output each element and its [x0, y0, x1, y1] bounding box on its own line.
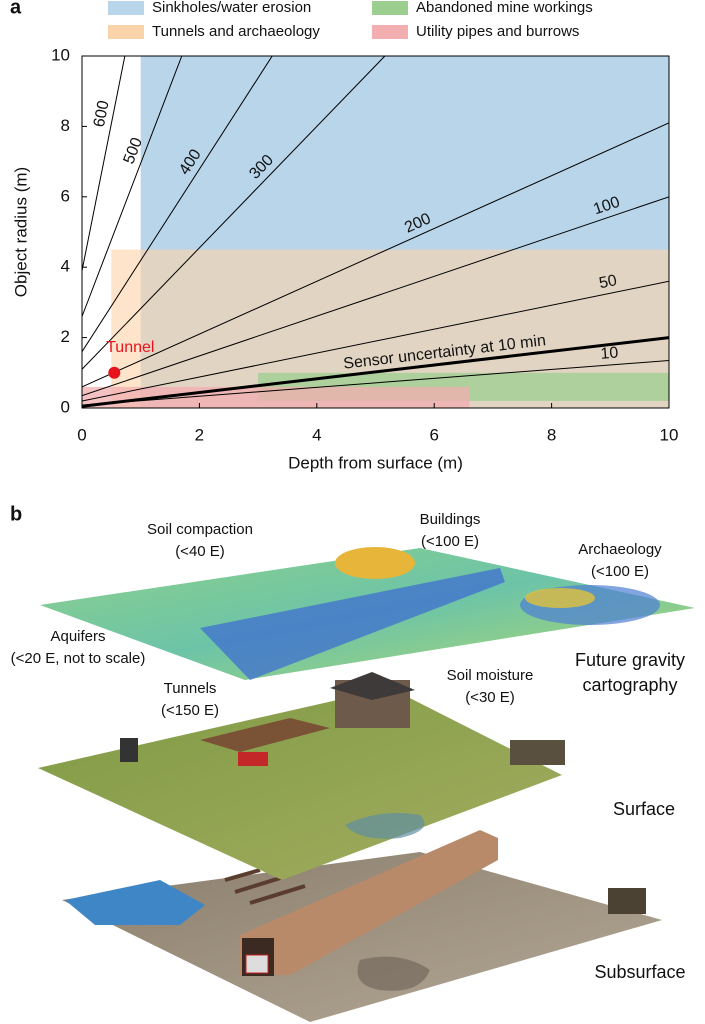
illustration-label: Soil compaction: [147, 521, 253, 538]
panel-b: b Soil compaction (<40 E) Buildings (<100 E…: [10, 503, 695, 1022]
legend-label: Utility pipes and burrows: [416, 23, 579, 40]
illustration-label: (<100 E): [591, 563, 649, 580]
illustration-label: Surface: [613, 799, 675, 819]
plot-frame: [81, 55, 670, 409]
contour-line: [82, 122, 669, 388]
y-tick-label: 10: [51, 45, 70, 64]
contour-line: [82, 280, 669, 402]
illustration-label: Tunnels: [164, 680, 217, 697]
contour-line: [82, 56, 273, 352]
x-tick-label: 8: [547, 425, 556, 444]
surface-layer: [38, 688, 562, 880]
legend-swatch: [372, 1, 408, 15]
line-label: 50: [598, 272, 619, 292]
legend-swatch: [108, 1, 144, 15]
x-tick-label: 2: [195, 425, 204, 444]
subsurface-layer: [62, 852, 662, 1022]
plot-area: [82, 56, 669, 408]
annotation-point: [108, 366, 121, 379]
field: [200, 718, 330, 752]
illustration-label: (<30 E): [465, 689, 515, 706]
illustration-label: (<100 E): [421, 533, 479, 550]
y-tick-label: 0: [61, 397, 70, 416]
well: [120, 738, 138, 762]
illustration-label: Subsurface: [594, 962, 685, 982]
illustration-label: Future gravity: [575, 650, 685, 670]
contour-line: [82, 336, 669, 408]
legend-swatch: [372, 25, 408, 39]
archaeology-anomaly: [525, 588, 595, 608]
illustration-label: Archaeology: [578, 541, 662, 558]
x-tick-label: 4: [312, 425, 321, 444]
legend-label: Tunnels and archaeology: [152, 23, 320, 40]
contour-line: [82, 359, 669, 406]
line-label: 600: [91, 99, 113, 129]
contour-line: [82, 56, 183, 317]
y-tick-label: 6: [61, 186, 70, 205]
contour-line: [82, 56, 126, 271]
legend-swatch: [108, 25, 144, 39]
illustration-label: (<150 E): [161, 702, 219, 719]
moisture-patch: [357, 956, 430, 991]
contour-line: [82, 56, 386, 370]
panel-label: a: [10, 0, 22, 18]
illustration-label: Soil moisture: [447, 667, 534, 684]
y-axis-label: Object radius (m): [11, 167, 30, 297]
x-axis-label: Depth from surface (m): [288, 453, 463, 472]
tunnel-anomaly: [200, 568, 505, 680]
illustration-label: Aquifers: [50, 628, 105, 645]
panel-label: b: [10, 503, 22, 525]
illustration-label: cartography: [582, 675, 677, 695]
panel-a: a Sinkholes/water erosion Tunnels and arc…: [10, 0, 678, 472]
line-label: 10: [600, 345, 619, 363]
annotation-label: Tunnel: [106, 339, 154, 356]
train: [245, 954, 269, 974]
aquifer: [65, 880, 205, 925]
y-tick-label: 8: [61, 116, 70, 135]
illustration-label: (<20 E, not to scale): [11, 650, 146, 667]
legend-label: Abandoned mine workings: [416, 0, 593, 16]
pond: [345, 812, 425, 839]
illustration-label: Buildings: [420, 511, 481, 528]
tunnel: [240, 830, 498, 975]
tractor: [238, 752, 268, 766]
illustration-label: (<40 E): [175, 543, 225, 560]
ruins: [510, 740, 565, 765]
roof: [330, 672, 415, 700]
contour-line: [82, 196, 669, 397]
x-tick-label: 10: [660, 425, 679, 444]
y-tick-label: 2: [61, 327, 70, 346]
x-tick-label: 0: [77, 425, 86, 444]
legend-label: Sinkholes/water erosion: [152, 0, 311, 16]
building-anomaly: [335, 547, 415, 579]
region: [82, 386, 470, 408]
y-tick-label: 4: [61, 257, 70, 276]
x-tick-label: 6: [429, 425, 438, 444]
mine-ruin: [608, 888, 646, 914]
